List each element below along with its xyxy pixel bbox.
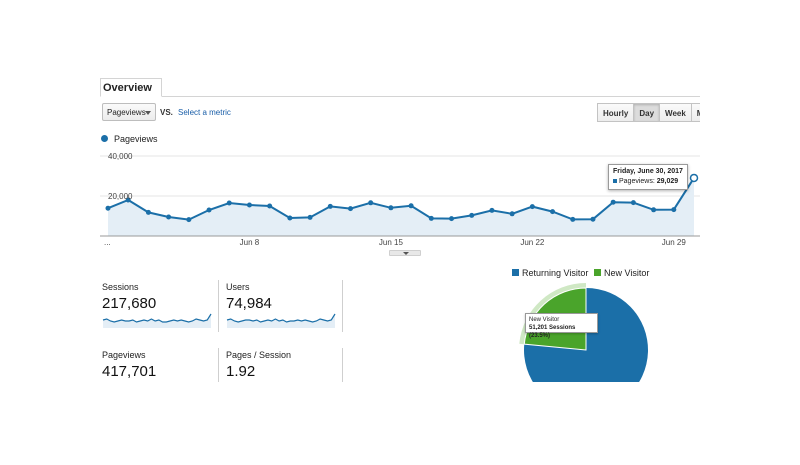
tooltip-series-value: 29,029 <box>656 178 679 185</box>
legend-dot-icon <box>101 135 108 142</box>
week-button[interactable]: Week <box>659 103 692 122</box>
pageviews-point[interactable] <box>529 204 535 210</box>
legend-returning-swatch <box>512 269 519 276</box>
scorecard-sessions-label: Sessions <box>102 282 139 292</box>
scorecard-divider <box>342 280 343 332</box>
pageviews-point[interactable] <box>570 216 576 222</box>
pageviews-point[interactable] <box>428 215 434 221</box>
pageviews-point[interactable] <box>671 207 677 213</box>
y-tick-label: 40,000 <box>108 152 133 161</box>
scorecard-pageviews-value: 417,701 <box>102 363 157 380</box>
pageviews-point[interactable] <box>186 217 192 223</box>
pageviews-point[interactable] <box>226 200 232 206</box>
pageviews-point[interactable] <box>267 203 273 209</box>
pageviews-point[interactable] <box>246 202 252 208</box>
pageviews-line <box>107 177 695 221</box>
pageviews-point[interactable] <box>287 215 293 221</box>
x-tick-label: Jun 15 <box>379 238 404 247</box>
metric-dropdown[interactable]: Pageviews <box>102 103 156 121</box>
tooltip-series-icon <box>613 179 617 184</box>
legend-new-visitor: New Visitor <box>604 268 650 278</box>
vs-label: VS. <box>160 108 173 117</box>
hourly-button[interactable]: Hourly <box>597 103 635 122</box>
pageviews-point[interactable] <box>166 214 172 220</box>
scorecard-pages-session-label: Pages / Session <box>226 350 292 360</box>
pageviews-point[interactable] <box>307 214 313 220</box>
y-tick-label: 20,000 <box>108 192 133 201</box>
pageviews-point[interactable] <box>125 197 131 203</box>
pageviews-point[interactable] <box>145 209 151 215</box>
chevron-down-icon <box>145 111 151 115</box>
pageviews-point[interactable] <box>105 205 111 211</box>
tab-overview[interactable]: Overview <box>100 78 162 97</box>
pie-tooltip: New Visitor 51,201 Sessions (23.5%) <box>525 313 598 339</box>
x-tick-label: Jun 22 <box>520 238 545 247</box>
pageviews-point[interactable] <box>689 173 699 183</box>
scorecard-pageviews-label: Pageviews <box>102 350 146 360</box>
scorecard-divider <box>342 348 343 382</box>
x-tick-label: ... <box>104 238 111 247</box>
pie-tooltip-value: 51,201 Sessions (23.5%) <box>529 325 576 339</box>
pageviews-point[interactable] <box>550 209 556 215</box>
scorecard-pages-session-value: 1.92 <box>226 363 256 380</box>
sparkline-line <box>226 313 336 323</box>
tooltip-row: Pageviews: 29,029 <box>613 177 683 187</box>
pageviews-point[interactable] <box>590 216 596 222</box>
pageviews-point[interactable] <box>651 207 657 213</box>
tooltip-title: Friday, June 30, 2017 <box>613 168 683 175</box>
pageviews-point[interactable] <box>630 200 636 206</box>
chevron-down-icon <box>403 252 409 255</box>
legend-returning-visitor: Returning Visitor <box>522 268 589 278</box>
chart-tooltip: Friday, June 30, 2017 Pageviews: 29,029 <box>608 164 688 190</box>
scorecard-sessions-value: 217,680 <box>102 295 157 312</box>
scorecard-users-label: Users <box>226 282 250 292</box>
pageviews-point[interactable] <box>509 211 515 217</box>
users-sparkline <box>226 313 336 328</box>
scorecard-users-value: 74,984 <box>226 295 272 312</box>
pageviews-point[interactable] <box>206 207 212 213</box>
tooltip-series-name: Pageviews: <box>619 178 655 185</box>
legend-pageviews: Pageviews <box>114 134 158 144</box>
pageviews-chart[interactable]: 40,000 20,000... Jun 8 Jun 15 Jun 22 Jun 29 <box>100 148 700 248</box>
sparkline-line <box>102 313 212 323</box>
scorecard-divider <box>218 280 219 332</box>
select-metric-link[interactable]: Select a metric <box>178 108 231 117</box>
pageviews-point[interactable] <box>489 207 495 213</box>
x-tick-label: Jun 29 <box>662 238 687 247</box>
pageviews-point[interactable] <box>347 206 353 212</box>
pageviews-point[interactable] <box>610 199 616 205</box>
pie-tooltip-name: New Visitor <box>529 317 560 323</box>
sessions-sparkline <box>102 313 212 328</box>
pageviews-point[interactable] <box>327 203 333 209</box>
legend-new-swatch <box>594 269 601 276</box>
pageviews-point[interactable] <box>469 212 475 218</box>
scorecard-divider <box>218 348 219 382</box>
pageviews-point[interactable] <box>368 200 374 206</box>
day-button[interactable]: Day <box>633 103 661 122</box>
pageviews-point[interactable] <box>388 205 394 211</box>
time-grain-group: Hourly Day Week Month <box>597 103 700 123</box>
chart-resize-handle[interactable] <box>389 250 421 256</box>
pageviews-point[interactable] <box>408 203 414 209</box>
month-button[interactable]: Month <box>690 103 700 122</box>
pageviews-point[interactable] <box>449 216 455 222</box>
x-tick-label: Jun 8 <box>240 238 260 247</box>
tab-divider <box>100 96 700 97</box>
metric-dropdown-value: Pageviews <box>107 108 146 117</box>
